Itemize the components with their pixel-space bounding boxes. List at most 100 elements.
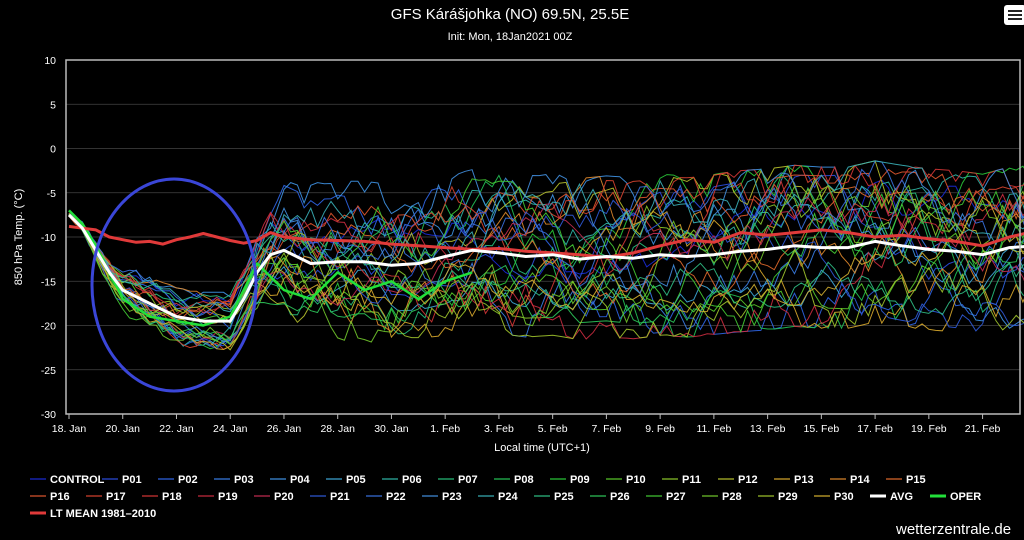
x-tick-label: 30. Jan bbox=[374, 423, 409, 435]
legend-item[interactable]: P06 bbox=[382, 474, 422, 486]
x-tick-label: 21. Feb bbox=[965, 423, 1001, 435]
legend-label: P28 bbox=[722, 491, 742, 503]
series-line-lt-mean-1981-2010 bbox=[68, 224, 1024, 259]
legend-item[interactable]: AVG bbox=[870, 491, 913, 503]
legend-label: P21 bbox=[330, 491, 350, 503]
legend-item[interactable]: P07 bbox=[438, 474, 478, 486]
legend-item[interactable]: P18 bbox=[142, 491, 182, 503]
legend-label: P27 bbox=[666, 491, 686, 503]
member-line-p16 bbox=[68, 168, 1024, 322]
legend-label: P25 bbox=[554, 491, 574, 503]
x-axis-title: Local time (UTC+1) bbox=[494, 442, 590, 454]
legend-item[interactable]: P21 bbox=[310, 491, 350, 503]
x-tick-label: 28. Jan bbox=[320, 423, 355, 435]
legend-label: P29 bbox=[778, 491, 798, 503]
y-tick-label: 0 bbox=[50, 144, 56, 156]
x-tick-label: 26. Jan bbox=[267, 423, 302, 435]
x-tick-label: 5. Feb bbox=[538, 423, 568, 435]
legend: CONTROL P01 P02 P03 P04 P05 P06 P07 P08 P09 P10 P11… bbox=[30, 474, 981, 520]
legend-label: P24 bbox=[498, 491, 518, 503]
legend-item[interactable]: P13 bbox=[774, 474, 814, 486]
legend-label: P12 bbox=[738, 474, 758, 486]
legend-label: P11 bbox=[682, 474, 701, 486]
member-line-p14 bbox=[68, 176, 1024, 333]
legend-label: P22 bbox=[386, 491, 406, 503]
chart-title: GFS Kárášjohka (NO) 69.5N, 25.5E bbox=[391, 6, 629, 23]
legend-item[interactable]: P27 bbox=[646, 491, 686, 503]
legend-item[interactable]: OPER bbox=[930, 491, 981, 503]
legend-item[interactable]: LT MEAN 1981–2010 bbox=[30, 508, 156, 520]
legend-label: P17 bbox=[106, 491, 126, 503]
x-tick-label: 22. Jan bbox=[159, 423, 194, 435]
legend-label: LT MEAN 1981–2010 bbox=[50, 508, 156, 520]
x-tick-label: 15. Feb bbox=[804, 423, 840, 435]
x-tick-label: 20. Jan bbox=[106, 423, 141, 435]
legend-label: P20 bbox=[274, 491, 294, 503]
legend-item[interactable]: P03 bbox=[214, 474, 254, 486]
legend-label: P03 bbox=[234, 474, 254, 486]
ensemble-members bbox=[68, 160, 1024, 351]
legend-item[interactable]: P08 bbox=[494, 474, 534, 486]
y-tick-label: -15 bbox=[41, 276, 56, 288]
y-axis-ticks: 10 5 0 -5 -10 -15 -20 -25 -30 bbox=[41, 55, 56, 421]
legend-item[interactable]: P29 bbox=[758, 491, 798, 503]
legend-label: P01 bbox=[122, 474, 142, 486]
legend-label: P16 bbox=[50, 491, 70, 503]
x-tick-label: 17. Feb bbox=[857, 423, 893, 435]
legend-item[interactable]: CONTROL bbox=[30, 474, 105, 486]
legend-item[interactable]: P25 bbox=[534, 491, 574, 503]
x-tick-label: 24. Jan bbox=[213, 423, 248, 435]
legend-label: P23 bbox=[442, 491, 462, 503]
legend-item[interactable]: P17 bbox=[86, 491, 126, 503]
member-line-p24 bbox=[68, 160, 1024, 313]
x-tick-label: 9. Feb bbox=[645, 423, 675, 435]
legend-item[interactable]: P20 bbox=[254, 491, 294, 503]
member-line-p18 bbox=[68, 164, 1024, 328]
legend-item[interactable]: P05 bbox=[326, 474, 366, 486]
y-tick-label: -5 bbox=[47, 188, 56, 200]
y-tick-label: 5 bbox=[50, 99, 56, 111]
y-tick-label: -20 bbox=[41, 321, 56, 333]
legend-item[interactable]: P01 bbox=[102, 474, 142, 486]
legend-label: P04 bbox=[290, 474, 310, 486]
legend-item[interactable]: P14 bbox=[830, 474, 870, 486]
legend-item[interactable]: P24 bbox=[478, 491, 518, 503]
legend-item[interactable]: P22 bbox=[366, 491, 406, 503]
main-series bbox=[67, 209, 1024, 327]
x-tick-label: 13. Feb bbox=[750, 423, 786, 435]
member-line-p28 bbox=[68, 183, 1024, 345]
legend-label: P14 bbox=[850, 474, 870, 486]
series-line-avg bbox=[67, 213, 1024, 323]
legend-label: P13 bbox=[794, 474, 814, 486]
legend-item[interactable]: P19 bbox=[198, 491, 238, 503]
legend-item[interactable]: P09 bbox=[550, 474, 590, 486]
legend-label: P18 bbox=[162, 491, 182, 503]
member-line-p26 bbox=[68, 213, 1024, 342]
legend-label: P30 bbox=[834, 491, 854, 503]
legend-item[interactable]: P30 bbox=[814, 491, 854, 503]
legend-item[interactable]: P02 bbox=[158, 474, 198, 486]
member-line-p19 bbox=[68, 193, 1024, 340]
member-line-p30 bbox=[68, 196, 1024, 351]
legend-item[interactable]: P16 bbox=[30, 491, 70, 503]
y-tick-label: -10 bbox=[41, 232, 56, 244]
legend-label: P09 bbox=[570, 474, 590, 486]
chart-menu-button[interactable] bbox=[1004, 5, 1024, 25]
legend-item[interactable]: P15 bbox=[886, 474, 926, 486]
legend-item[interactable]: P26 bbox=[590, 491, 630, 503]
legend-label: P08 bbox=[514, 474, 534, 486]
legend-label: P26 bbox=[610, 491, 630, 503]
legend-item[interactable]: P10 bbox=[606, 474, 646, 486]
legend-item[interactable]: P04 bbox=[270, 474, 310, 486]
legend-item[interactable]: P28 bbox=[702, 491, 742, 503]
legend-label: P02 bbox=[178, 474, 198, 486]
highlight-ellipse bbox=[90, 177, 258, 393]
legend-item[interactable]: P23 bbox=[422, 491, 462, 503]
legend-item[interactable]: P11 bbox=[662, 474, 701, 486]
x-tick-label: 7. Feb bbox=[592, 423, 622, 435]
legend-item[interactable]: P12 bbox=[718, 474, 758, 486]
watermark: wetterzentrale.de bbox=[895, 521, 1011, 538]
x-tick-label: 1. Feb bbox=[430, 423, 460, 435]
member-line-p03 bbox=[68, 185, 1024, 345]
